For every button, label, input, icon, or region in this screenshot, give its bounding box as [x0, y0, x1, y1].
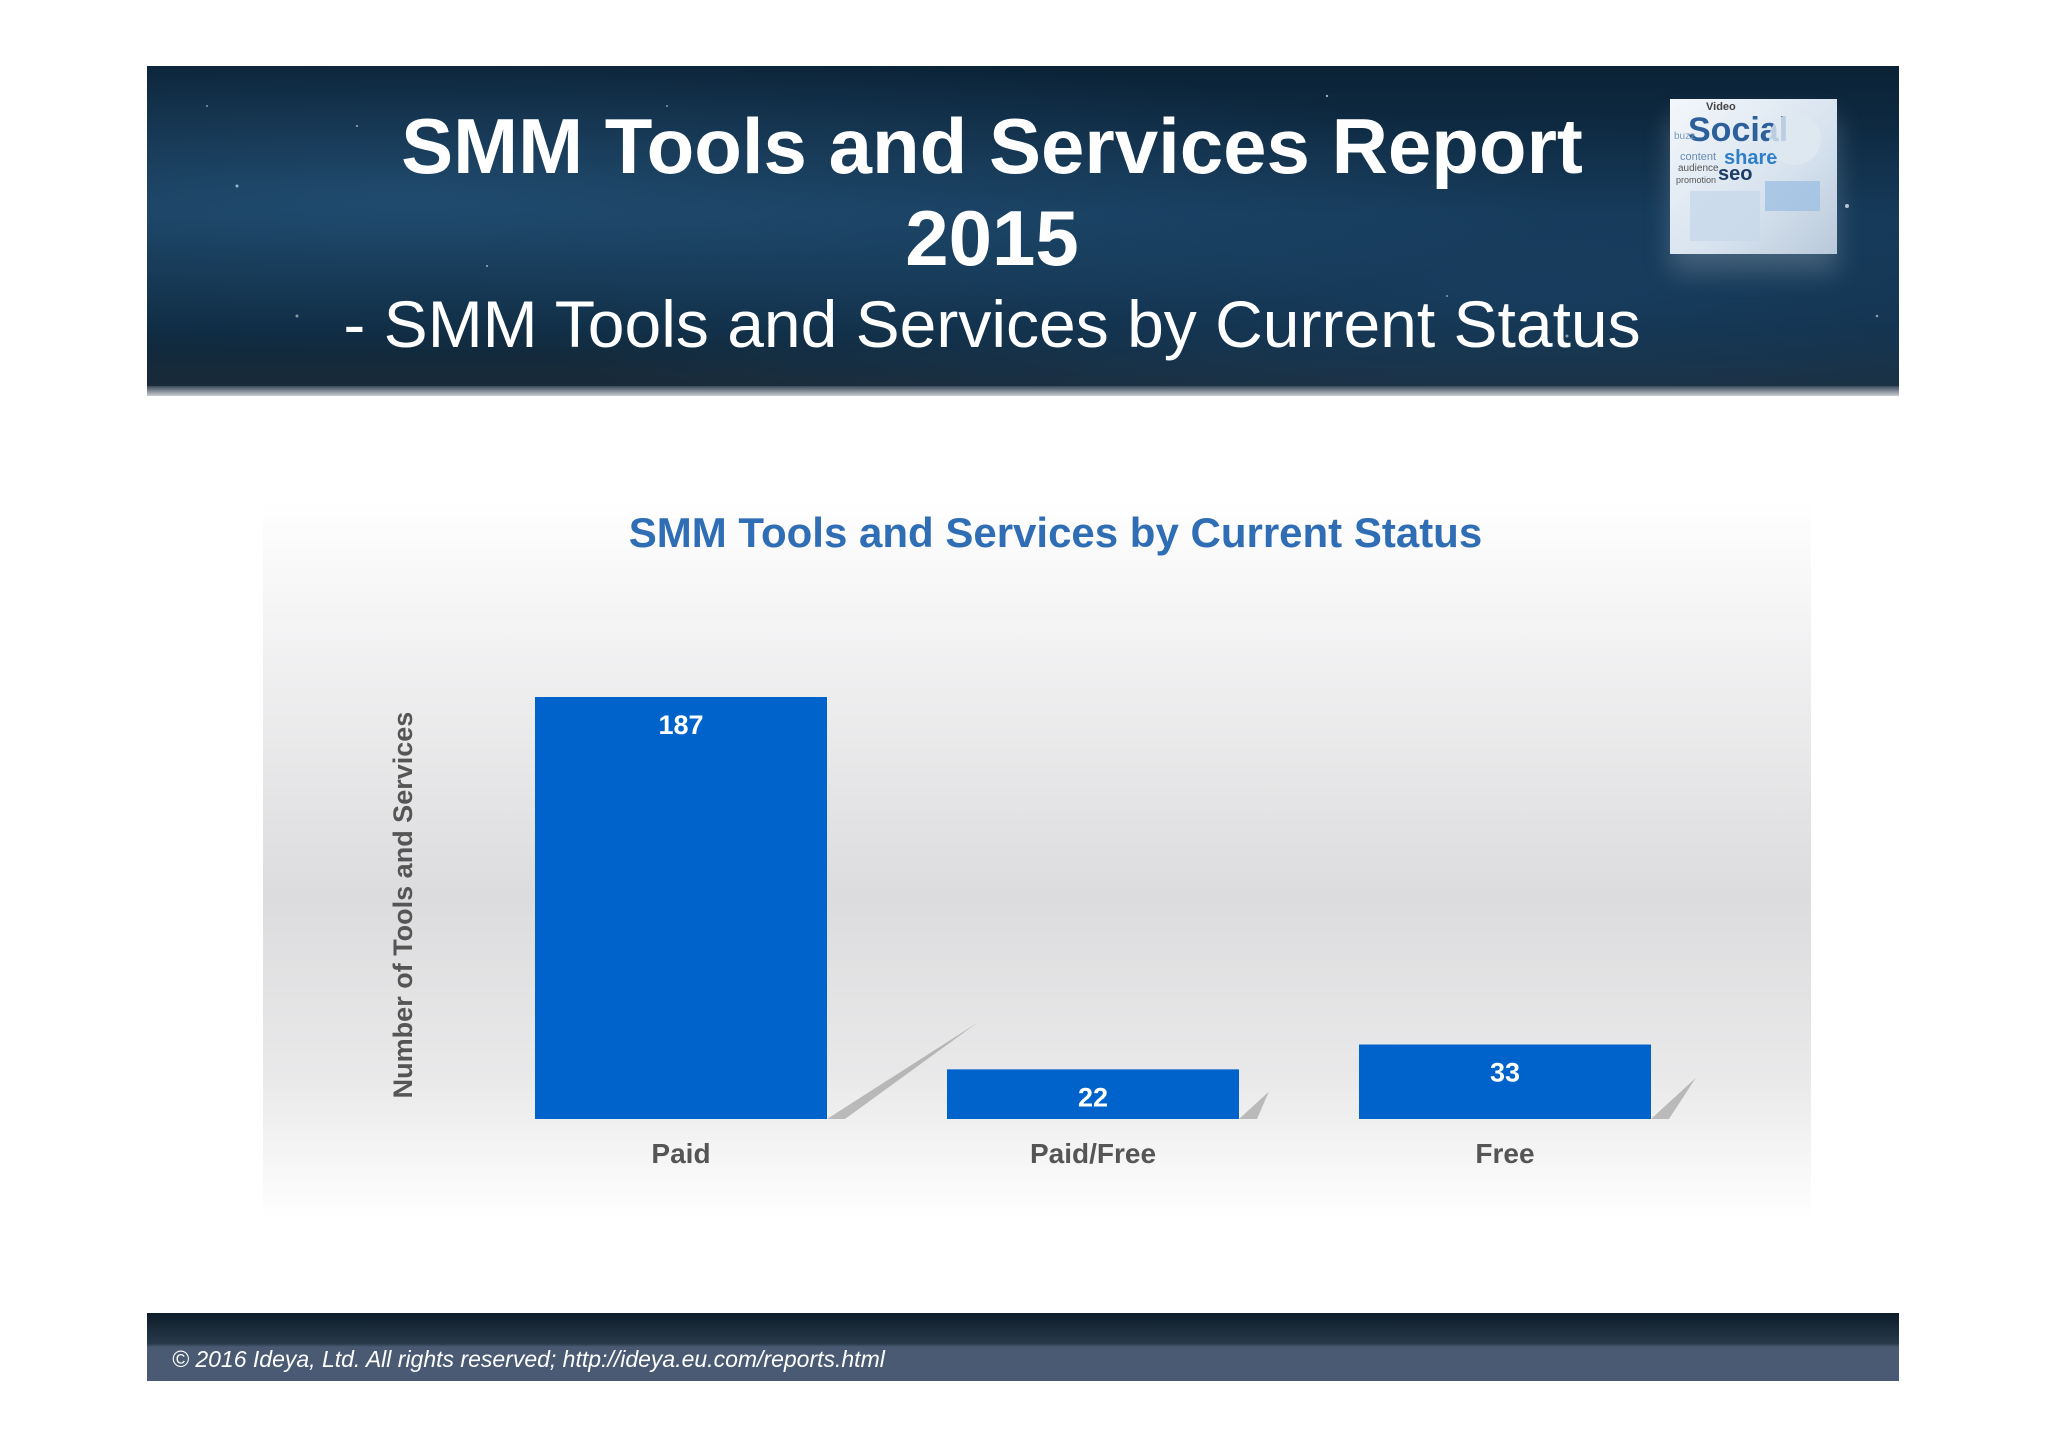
- data-label: 187: [658, 710, 703, 740]
- data-label: 33: [1490, 1058, 1520, 1088]
- logo-word: buzz: [1674, 131, 1696, 142]
- report-subtitle: - SMM Tools and Services by Current Stat…: [343, 287, 1641, 361]
- logo-word: Video: [1706, 101, 1736, 113]
- data-label: 22: [1078, 1082, 1108, 1112]
- social-media-cube-logo: Social share seo Video content audience …: [1670, 99, 1837, 254]
- bar-shadow: [827, 1023, 977, 1119]
- x-tick-label: Paid/Free: [1030, 1138, 1156, 1169]
- chart-title: SMM Tools and Services by Current Status: [628, 509, 1483, 556]
- logo-word: audience: [1678, 163, 1719, 174]
- logo-word: promotion: [1676, 175, 1717, 185]
- report-title-line-2: 2015: [905, 194, 1079, 282]
- logo-word: share: [1724, 147, 1778, 169]
- x-tick-label: Paid: [651, 1138, 710, 1169]
- page-footer: © 2016 Ideya, Ltd. All rights reserved; …: [147, 1313, 1899, 1381]
- bar-paid-free: [947, 1069, 1239, 1119]
- logo-word: seo: [1718, 163, 1753, 185]
- bar-paid: [535, 697, 827, 1119]
- bar-free: [1359, 1044, 1651, 1119]
- copyright-text: © 2016 Ideya, Ltd. All rights reserved; …: [172, 1346, 885, 1372]
- report-header: SMM Tools and Services Report 2015 - SMM…: [147, 66, 1899, 396]
- x-tick-label: Free: [1475, 1138, 1534, 1169]
- logo-illustration: [1690, 113, 1821, 241]
- logo-word: content: [1680, 151, 1717, 163]
- report-title-line-1: SMM Tools and Services Report: [401, 102, 1583, 190]
- bar-shadow: [1239, 1091, 1269, 1119]
- bar-shadow: [1651, 1078, 1696, 1119]
